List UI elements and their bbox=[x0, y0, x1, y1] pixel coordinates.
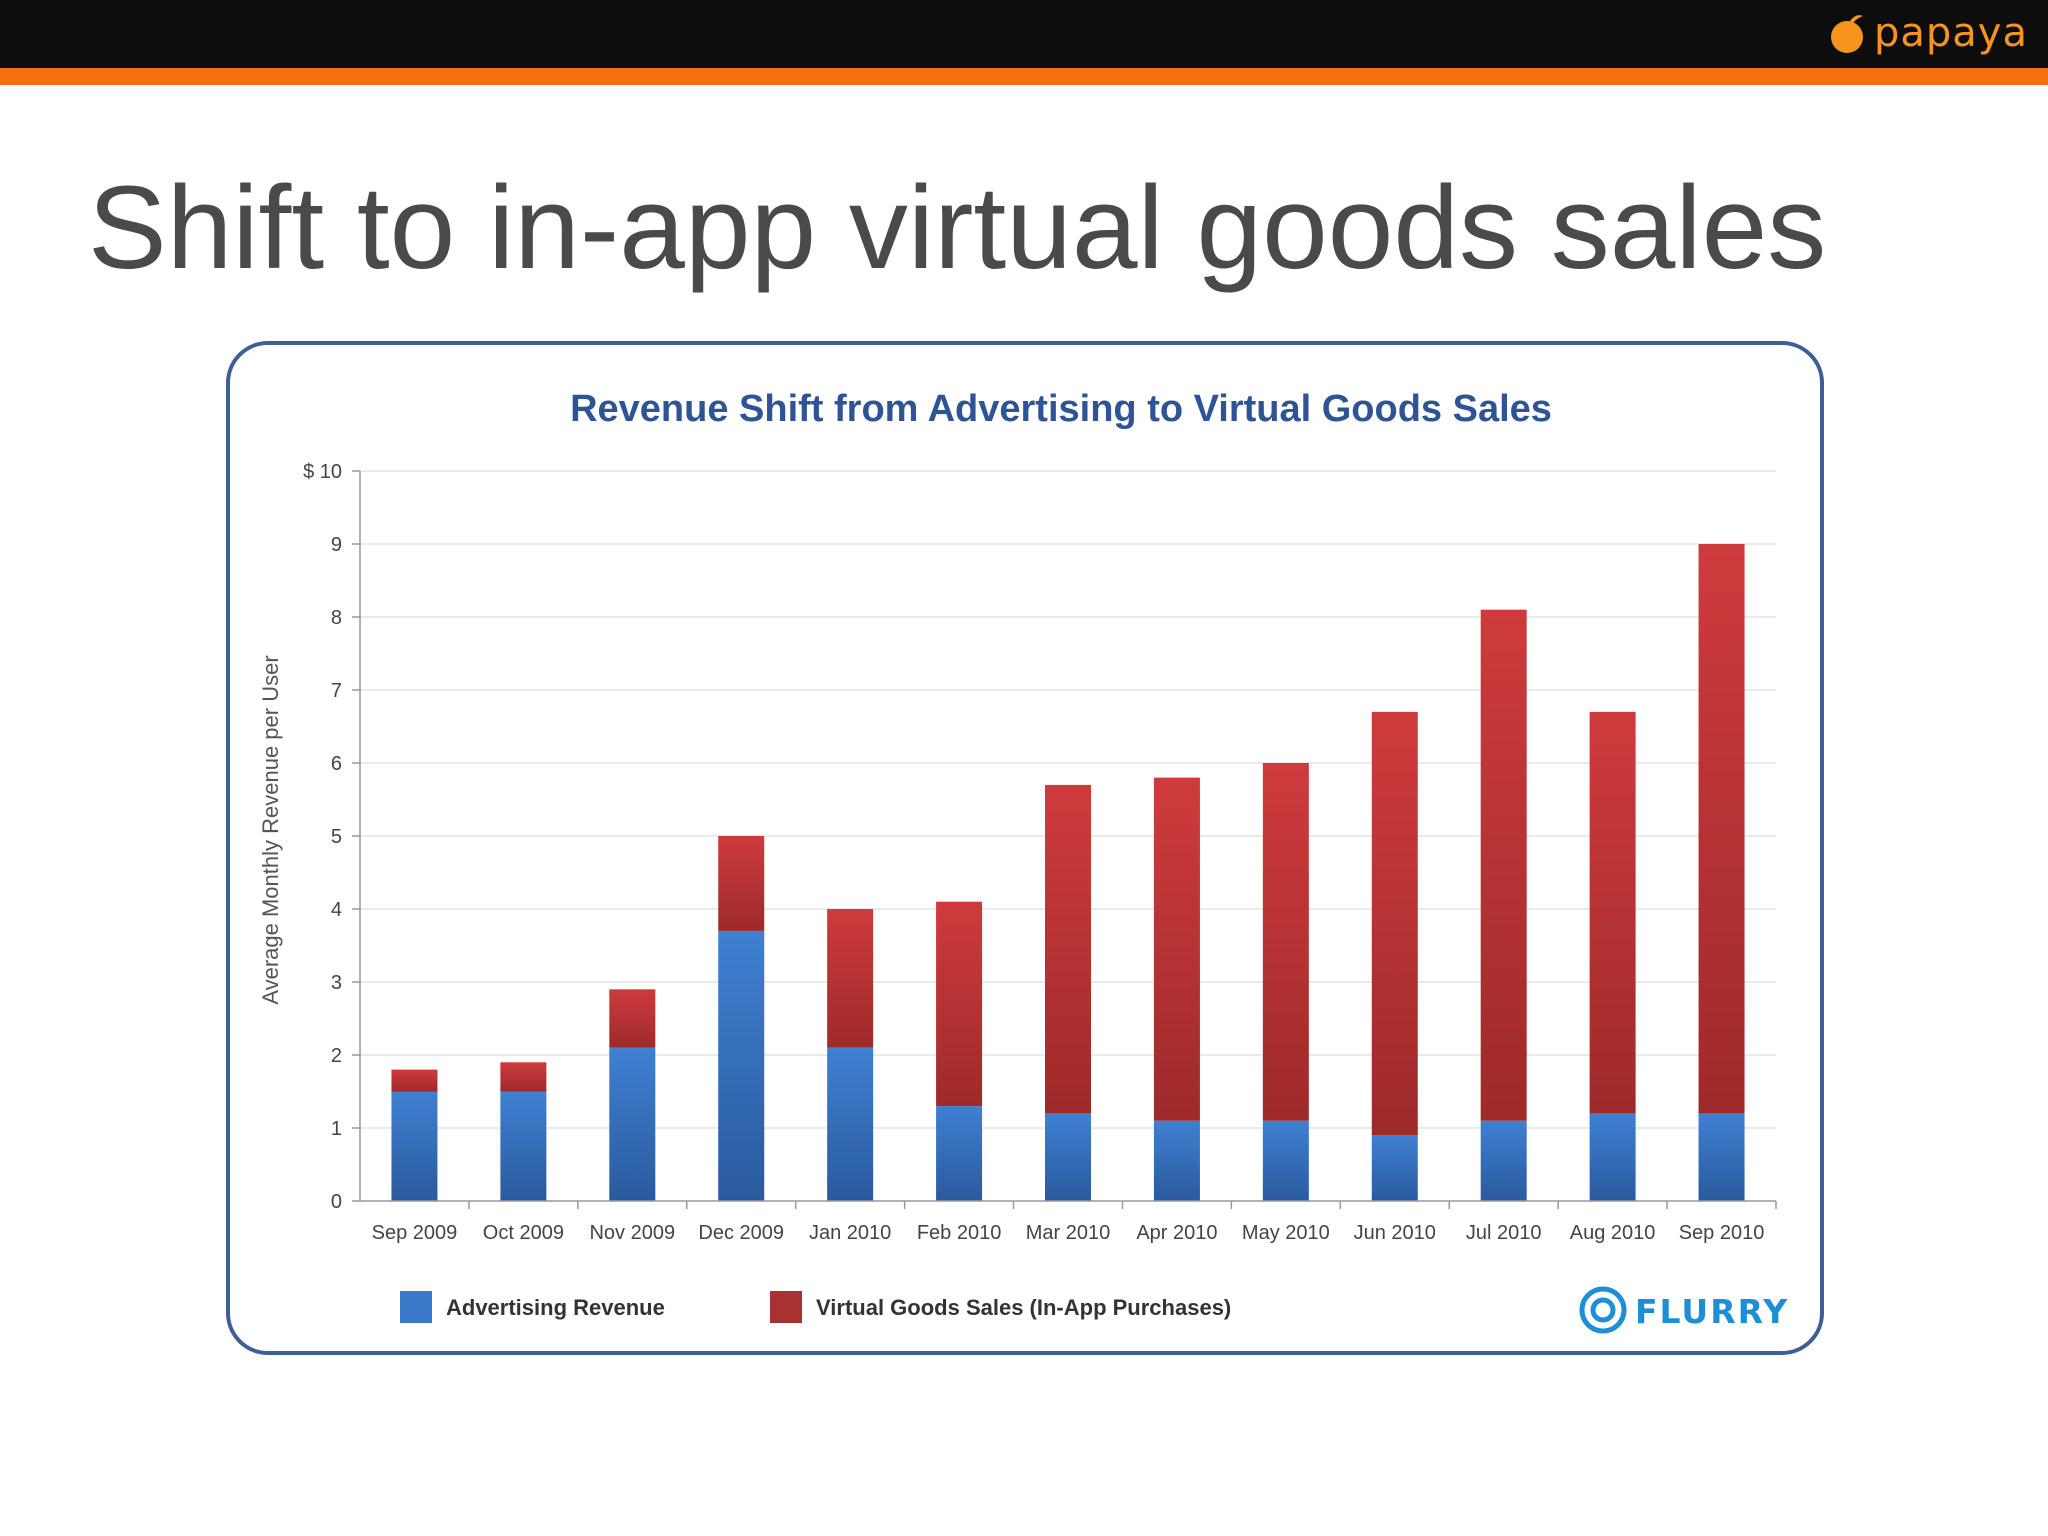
accent-bar bbox=[0, 68, 2048, 85]
bar-virtual-goods bbox=[500, 1062, 547, 1092]
x-tick-label: Dec 2009 bbox=[698, 1222, 784, 1244]
x-tick-label: Jul 2010 bbox=[1466, 1222, 1542, 1244]
logo-text: papaya bbox=[1874, 10, 2028, 56]
x-tick-label: Sep 2009 bbox=[372, 1222, 458, 1244]
bar-virtual-goods bbox=[1371, 711, 1418, 1136]
bar-advertising bbox=[1262, 1120, 1309, 1201]
flurry-swirl-icon bbox=[1579, 1286, 1627, 1334]
bar-advertising bbox=[1153, 1120, 1200, 1201]
y-tick-label: 4 bbox=[331, 899, 342, 921]
bar-advertising bbox=[391, 1091, 438, 1201]
x-tick-label: Sep 2010 bbox=[1679, 1222, 1765, 1244]
bar-virtual-goods bbox=[1262, 763, 1309, 1121]
bar-virtual-goods bbox=[827, 909, 874, 1048]
bar-advertising bbox=[1371, 1135, 1418, 1201]
y-tick-label: 6 bbox=[331, 753, 342, 775]
bar-advertising bbox=[1589, 1113, 1636, 1201]
flurry-logo: FLURRY bbox=[1579, 1286, 1789, 1334]
legend-swatch bbox=[400, 1291, 432, 1323]
papaya-logo: papaya bbox=[1828, 10, 2028, 56]
x-tick-label: May 2010 bbox=[1242, 1222, 1330, 1244]
papaya-fruit-icon bbox=[1831, 15, 1863, 53]
chart-title: Revenue Shift from Advertising to Virtua… bbox=[570, 388, 1552, 430]
bar-virtual-goods bbox=[1698, 544, 1745, 1114]
x-tick-label: Jan 2010 bbox=[809, 1222, 891, 1244]
bar-advertising bbox=[827, 1047, 874, 1201]
flurry-logo-text: FLURRY bbox=[1635, 1292, 1789, 1331]
x-tick-label: Apr 2010 bbox=[1136, 1222, 1217, 1244]
bar-advertising bbox=[500, 1091, 547, 1201]
y-tick-label: 0 bbox=[331, 1191, 342, 1213]
bar-advertising bbox=[609, 1047, 656, 1201]
x-tick-label: Mar 2010 bbox=[1026, 1222, 1111, 1244]
slide-title: Shift to in-app virtual goods sales bbox=[88, 162, 1827, 294]
bar-virtual-goods bbox=[1480, 609, 1527, 1121]
y-tick-label: 5 bbox=[331, 826, 342, 848]
bar-virtual-goods bbox=[391, 1069, 438, 1092]
x-tick-label: Nov 2009 bbox=[589, 1222, 675, 1244]
stacked-bar-chart: Revenue Shift from Advertising to Virtua… bbox=[258, 388, 1789, 1334]
bar-virtual-goods bbox=[1045, 784, 1091, 1114]
bar-virtual-goods bbox=[936, 901, 983, 1107]
legend-label: Virtual Goods Sales (In-App Purchases) bbox=[816, 1295, 1231, 1320]
y-tick-label: 1 bbox=[331, 1118, 342, 1140]
legend-swatch bbox=[770, 1291, 802, 1323]
y-tick-label: 3 bbox=[331, 972, 342, 994]
bar-virtual-goods bbox=[1153, 777, 1200, 1121]
legend-label: Advertising Revenue bbox=[446, 1295, 665, 1320]
y-axis-label: Average Monthly Revenue per User bbox=[258, 655, 283, 1004]
bar-advertising bbox=[1045, 1113, 1091, 1201]
bar-virtual-goods bbox=[1589, 711, 1636, 1114]
x-tick-label: Aug 2010 bbox=[1570, 1222, 1656, 1244]
y-tick-label: $ 10 bbox=[303, 461, 342, 483]
x-tick-label: Jun 2010 bbox=[1354, 1222, 1436, 1244]
bar-virtual-goods bbox=[609, 989, 656, 1048]
bar-advertising bbox=[718, 930, 765, 1201]
y-tick-label: 8 bbox=[331, 607, 342, 629]
chart-frame: Revenue Shift from Advertising to Virtua… bbox=[226, 341, 1824, 1355]
y-tick-label: 9 bbox=[331, 534, 342, 556]
bar-advertising bbox=[1698, 1113, 1745, 1201]
y-tick-label: 2 bbox=[331, 1045, 342, 1067]
x-tick-label: Feb 2010 bbox=[917, 1222, 1002, 1244]
top-bar bbox=[0, 0, 2048, 68]
bar-virtual-goods bbox=[718, 836, 765, 931]
x-tick-label: Oct 2009 bbox=[483, 1222, 564, 1244]
bar-advertising bbox=[1480, 1120, 1527, 1201]
y-tick-label: 7 bbox=[331, 680, 342, 702]
bar-advertising bbox=[936, 1106, 983, 1201]
